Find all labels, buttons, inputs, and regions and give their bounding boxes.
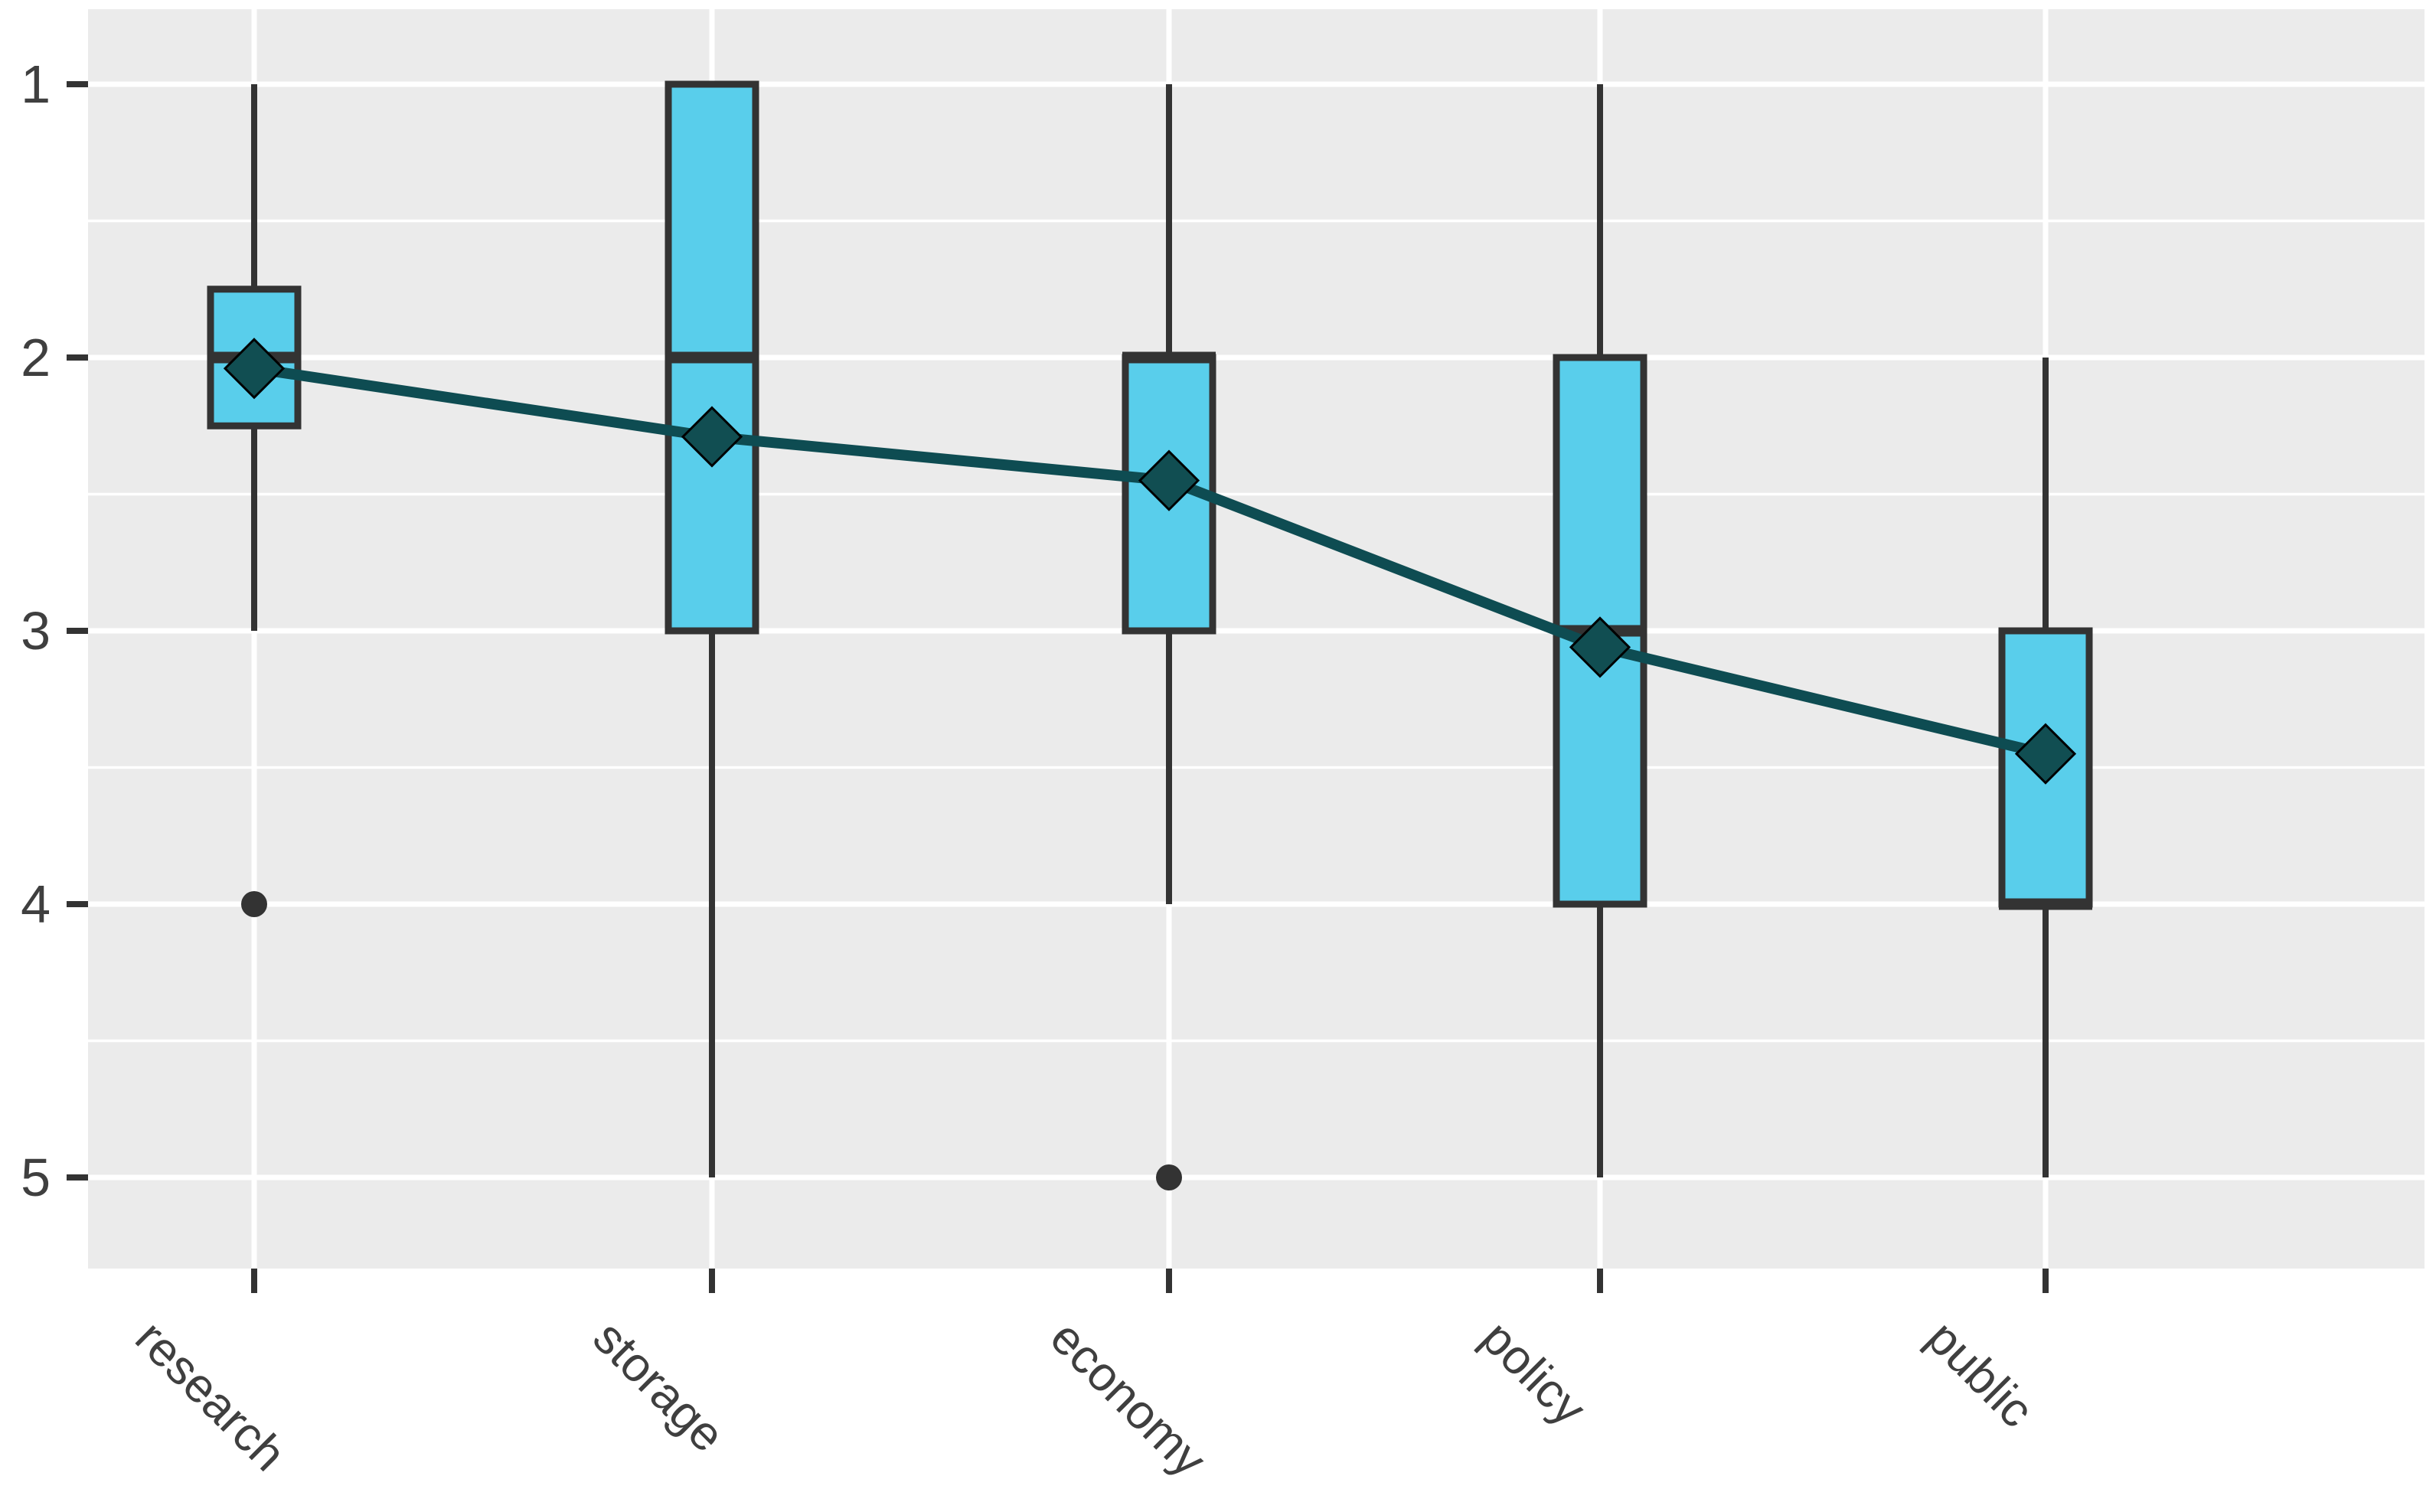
mean-diamond [1138, 449, 1200, 511]
outlier-point [1156, 1164, 1182, 1190]
mean-diamond [2014, 723, 2077, 785]
x-axis-tick-label: storage [583, 1311, 734, 1462]
y-axis-tick-label: 4 [21, 874, 51, 934]
mean-diamond [223, 338, 286, 400]
y-axis-tick-label: 2 [21, 328, 51, 387]
mean-diamond [681, 406, 743, 468]
x-axis-tick-label: policy [1471, 1311, 1596, 1436]
y-axis-tick-label: 1 [21, 54, 51, 114]
y-axis-tick-label: 5 [21, 1148, 51, 1207]
mean-diamond [1569, 616, 1631, 678]
x-axis-tick-label: public [1916, 1311, 2043, 1438]
outlier-point [241, 891, 267, 917]
x-axis-tick-label: research [125, 1311, 296, 1481]
y-axis-tick-label: 3 [21, 601, 51, 661]
x-axis-tick-label: economy [1040, 1311, 1216, 1488]
